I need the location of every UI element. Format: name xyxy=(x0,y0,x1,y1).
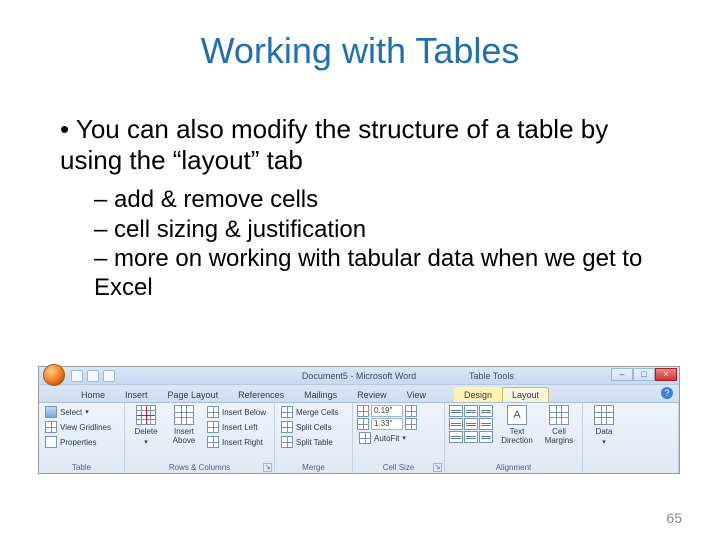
text-direction-button[interactable]: A Text Direction xyxy=(497,405,537,445)
tab-mailings[interactable]: Mailings xyxy=(294,387,347,402)
row-height-icon xyxy=(357,405,369,417)
insert-below-button[interactable]: Insert Below xyxy=(205,405,268,419)
tab-design[interactable]: Design xyxy=(454,387,502,402)
data-button[interactable]: Data ▾ xyxy=(587,405,621,446)
col-width-input[interactable]: 1.33" xyxy=(371,418,403,430)
split-cells-icon xyxy=(281,421,293,433)
slide-title: Working with Tables xyxy=(50,30,670,72)
insert-left-icon xyxy=(207,421,219,433)
delete-icon xyxy=(136,405,156,425)
group-label: Alignment xyxy=(449,463,578,473)
insert-above-icon xyxy=(174,405,194,425)
insert-right-icon xyxy=(207,436,219,448)
page-number: 65 xyxy=(666,510,682,526)
close-button[interactable]: × xyxy=(655,368,677,381)
distribute-cols-icon[interactable] xyxy=(405,418,417,430)
split-table-icon xyxy=(281,436,293,448)
merge-icon xyxy=(281,406,293,418)
group-label: Cell Size xyxy=(357,463,440,473)
insert-right-button[interactable]: Insert Right xyxy=(205,435,268,449)
word-ribbon-screenshot: Document5 - Microsoft Word Table Tools –… xyxy=(38,366,680,474)
minimize-button[interactable]: – xyxy=(611,368,633,381)
align-bc[interactable] xyxy=(464,431,478,443)
align-br[interactable] xyxy=(479,431,493,443)
delete-button[interactable]: Delete ▾ xyxy=(129,405,163,446)
data-icon xyxy=(594,405,614,425)
tab-page-layout[interactable]: Page Layout xyxy=(158,387,229,402)
autofit-button[interactable]: AutoFit▾ xyxy=(357,431,417,445)
tab-layout[interactable]: Layout xyxy=(502,387,549,402)
main-bullet: You can also modify the structure of a t… xyxy=(60,114,670,175)
ribbon-tabstrip: Home Insert Page Layout References Maili… xyxy=(39,385,679,403)
office-button[interactable] xyxy=(43,364,65,386)
group-label: Table xyxy=(43,463,120,473)
align-tc[interactable] xyxy=(464,405,478,417)
window-controls: – □ × xyxy=(611,368,677,381)
align-mc[interactable] xyxy=(464,418,478,430)
group-label: Rows & Columns xyxy=(129,463,270,473)
quick-access-toolbar xyxy=(71,370,115,382)
cell-margins-button[interactable]: Cell Margins xyxy=(541,405,577,445)
slide: Working with Tables You can also modify … xyxy=(0,0,720,540)
align-mr[interactable] xyxy=(479,418,493,430)
ribbon-body: Select▾ View Gridlines Properties Table … xyxy=(39,403,679,473)
group-merge: Merge Cells Split Cells Split Table Merg… xyxy=(275,403,353,473)
tab-home[interactable]: Home xyxy=(71,387,115,402)
group-alignment: A Text Direction Cell Margins Alignment xyxy=(445,403,583,473)
insert-left-button[interactable]: Insert Left xyxy=(205,420,268,434)
align-ml[interactable] xyxy=(449,418,463,430)
help-icon[interactable]: ? xyxy=(661,387,673,399)
contextual-tools-title: Table Tools xyxy=(469,371,514,381)
group-data: Data ▾ xyxy=(583,403,679,473)
row-height-input[interactable]: 0.19" xyxy=(371,405,403,417)
autofit-icon xyxy=(359,432,371,444)
insert-below-icon xyxy=(207,406,219,418)
titlebar: Document5 - Microsoft Word Table Tools –… xyxy=(39,367,679,385)
col-width-icon xyxy=(357,418,369,430)
dialog-launcher[interactable]: ↘ xyxy=(433,463,442,472)
tab-review[interactable]: Review xyxy=(347,387,397,402)
view-gridlines-button[interactable]: View Gridlines xyxy=(43,420,113,434)
align-tl[interactable] xyxy=(449,405,463,417)
tab-references[interactable]: References xyxy=(228,387,294,402)
group-table: Select▾ View Gridlines Properties Table xyxy=(39,403,125,473)
select-button[interactable]: Select▾ xyxy=(43,405,113,419)
tab-view[interactable]: View xyxy=(397,387,436,402)
group-label xyxy=(587,463,674,473)
text-direction-icon: A xyxy=(507,405,527,425)
sub-bullet: cell sizing & justification xyxy=(94,215,670,244)
cursor-icon xyxy=(45,406,57,418)
properties-button[interactable]: Properties xyxy=(43,435,113,449)
properties-icon xyxy=(45,436,57,448)
maximize-button[interactable]: □ xyxy=(633,368,655,381)
qat-save-icon[interactable] xyxy=(71,370,83,382)
sub-bullet-list: add & remove cells cell sizing & justifi… xyxy=(94,185,670,302)
sub-bullet: more on working with tabular data when w… xyxy=(94,244,670,303)
tab-insert[interactable]: Insert xyxy=(115,387,158,402)
distribute-rows-icon[interactable] xyxy=(405,405,417,417)
cell-margins-icon xyxy=(549,405,569,425)
split-table-button[interactable]: Split Table xyxy=(279,435,341,449)
group-rows-columns: Delete ▾ Insert Above Insert Below Inser… xyxy=(125,403,275,473)
merge-cells-button[interactable]: Merge Cells xyxy=(279,405,341,419)
qat-undo-icon[interactable] xyxy=(87,370,99,382)
window-title: Document5 - Microsoft Word xyxy=(39,371,679,381)
dialog-launcher[interactable]: ↘ xyxy=(263,463,272,472)
alignment-grid xyxy=(449,405,493,443)
align-bl[interactable] xyxy=(449,431,463,443)
group-label: Merge xyxy=(279,463,348,473)
insert-above-button[interactable]: Insert Above xyxy=(167,405,201,445)
grid-icon xyxy=(45,421,57,433)
split-cells-button[interactable]: Split Cells xyxy=(279,420,341,434)
qat-redo-icon[interactable] xyxy=(103,370,115,382)
align-tr[interactable] xyxy=(479,405,493,417)
sub-bullet: add & remove cells xyxy=(94,185,670,214)
group-cell-size: 0.19" 1.33" AutoFit▾ Cell Size ↘ xyxy=(353,403,445,473)
